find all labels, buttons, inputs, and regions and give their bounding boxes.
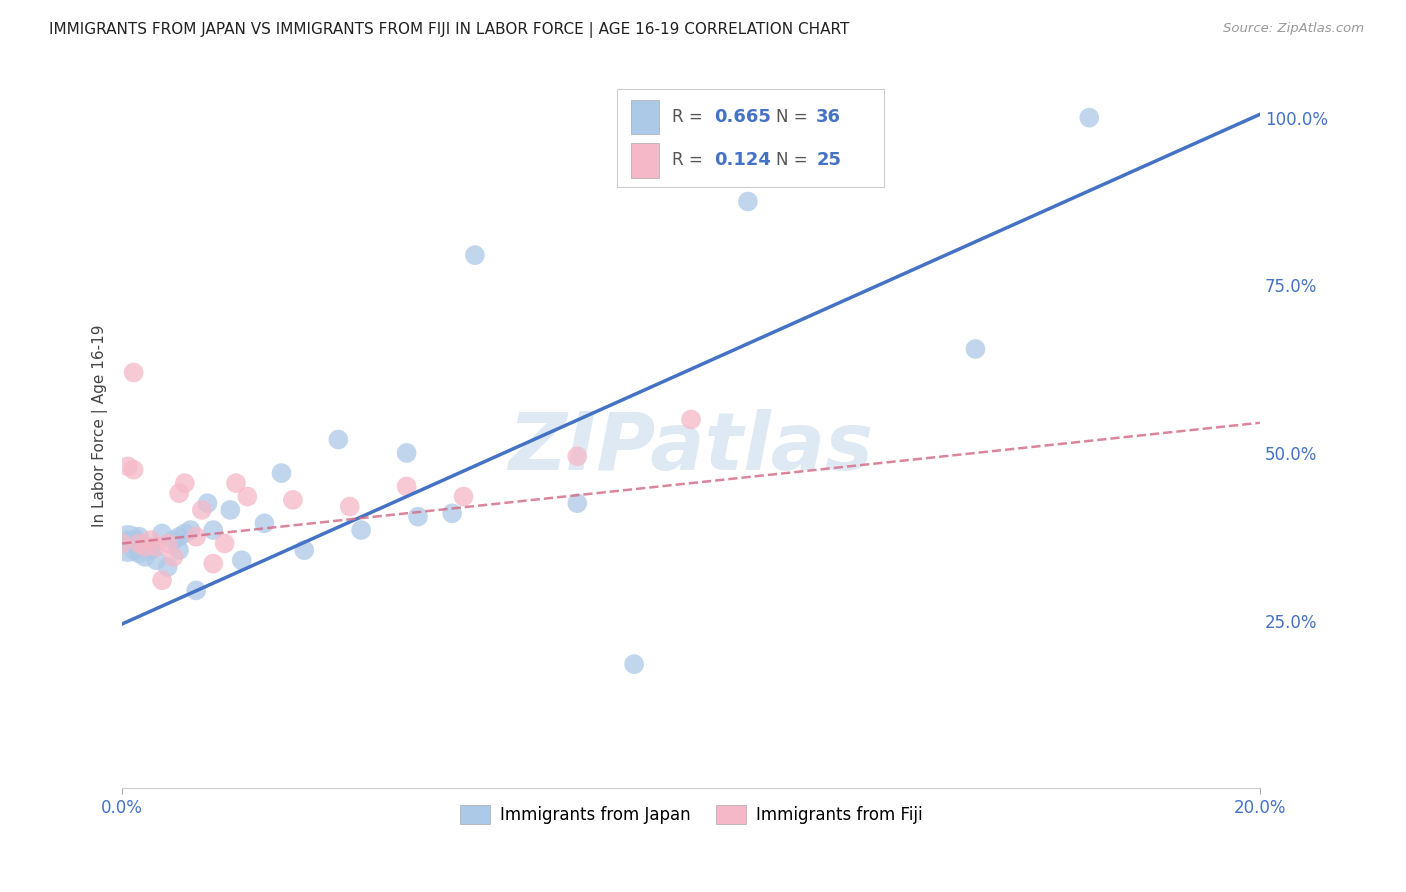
Point	[1078, 111, 1101, 125]
Text: N =: N =	[776, 152, 813, 169]
FancyBboxPatch shape	[617, 89, 884, 187]
Point	[236, 490, 259, 504]
Point	[464, 248, 486, 262]
Point	[186, 583, 208, 598]
Point	[567, 450, 589, 464]
Point	[162, 549, 184, 564]
Point	[219, 503, 242, 517]
Text: IMMIGRANTS FROM JAPAN VS IMMIGRANTS FROM FIJI IN LABOR FORCE | AGE 16-19 CORRELA: IMMIGRANTS FROM JAPAN VS IMMIGRANTS FROM…	[49, 22, 849, 38]
Point	[197, 496, 219, 510]
Point	[156, 536, 179, 550]
Point	[122, 533, 145, 548]
Text: 0.124: 0.124	[714, 152, 770, 169]
Point	[225, 476, 247, 491]
Point	[173, 476, 195, 491]
Text: 36: 36	[817, 108, 841, 126]
Point	[328, 433, 350, 447]
Point	[623, 657, 645, 672]
Point	[214, 536, 236, 550]
Point	[139, 533, 162, 548]
Legend: Immigrants from Japan, Immigrants from Fiji: Immigrants from Japan, Immigrants from F…	[453, 798, 929, 830]
Text: ZIPatlas: ZIPatlas	[509, 409, 873, 487]
Point	[145, 540, 167, 554]
Point	[441, 506, 464, 520]
Point	[270, 466, 292, 480]
Point	[117, 459, 139, 474]
Text: R =: R =	[672, 152, 707, 169]
Point	[111, 536, 134, 550]
Point	[128, 547, 150, 561]
Point	[567, 496, 589, 510]
Point	[150, 526, 173, 541]
Point	[339, 500, 361, 514]
Point	[173, 526, 195, 541]
Point	[679, 412, 702, 426]
Point	[965, 342, 987, 356]
Point	[350, 523, 373, 537]
Point	[167, 486, 190, 500]
Point	[122, 543, 145, 558]
Point	[134, 540, 156, 554]
FancyBboxPatch shape	[631, 143, 659, 178]
Point	[737, 194, 759, 209]
Point	[128, 536, 150, 550]
Point	[122, 463, 145, 477]
Point	[167, 543, 190, 558]
Point	[117, 536, 139, 550]
Point	[139, 540, 162, 554]
Point	[281, 492, 304, 507]
Point	[186, 530, 208, 544]
Point	[395, 479, 418, 493]
Point	[167, 530, 190, 544]
Point	[162, 533, 184, 548]
Text: 25: 25	[817, 152, 841, 169]
Point	[292, 543, 315, 558]
Point	[453, 490, 475, 504]
Point	[253, 516, 276, 531]
Text: N =: N =	[776, 108, 813, 126]
Point	[117, 533, 139, 548]
Point	[179, 523, 201, 537]
Point	[122, 366, 145, 380]
Point	[231, 553, 253, 567]
Text: Source: ZipAtlas.com: Source: ZipAtlas.com	[1223, 22, 1364, 36]
FancyBboxPatch shape	[631, 100, 659, 135]
Text: 0.665: 0.665	[714, 108, 770, 126]
Point	[406, 509, 429, 524]
Point	[128, 530, 150, 544]
Point	[134, 549, 156, 564]
Y-axis label: In Labor Force | Age 16-19: In Labor Force | Age 16-19	[93, 325, 108, 527]
Point	[191, 503, 214, 517]
Point	[145, 553, 167, 567]
Point	[150, 574, 173, 588]
Point	[202, 523, 225, 537]
Point	[395, 446, 418, 460]
Text: R =: R =	[672, 108, 707, 126]
Point	[156, 560, 179, 574]
Point	[202, 557, 225, 571]
Point	[139, 543, 162, 558]
